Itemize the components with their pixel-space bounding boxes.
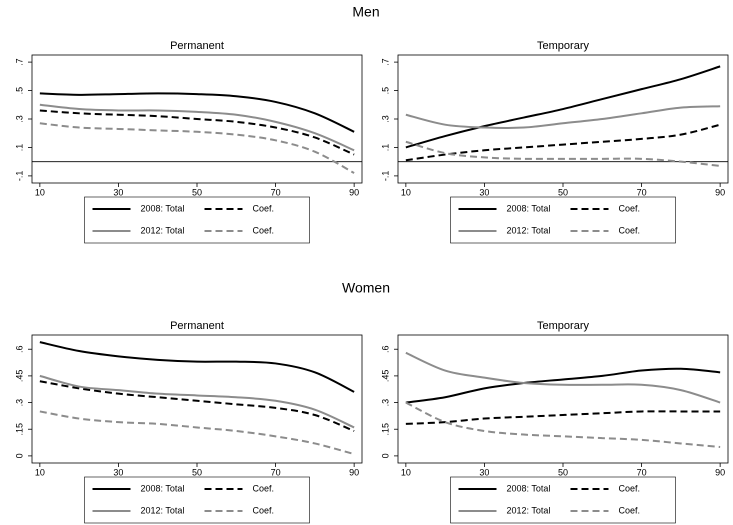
x-tick-label: 50 xyxy=(558,187,568,197)
series-line xyxy=(39,341,355,393)
x-tick-label: 10 xyxy=(401,187,411,197)
legend-box xyxy=(450,196,676,244)
y-tick-label: .6 xyxy=(14,345,24,353)
panel-title: Permanent xyxy=(170,40,224,52)
x-tick-label: 50 xyxy=(192,467,202,477)
y-tick-label: .3 xyxy=(380,115,390,123)
y-tick-label: .45 xyxy=(14,370,24,383)
legend-label: Coef. xyxy=(253,505,275,515)
plot-frame xyxy=(397,334,729,464)
series-line xyxy=(39,109,355,156)
legend-label: Coef. xyxy=(619,483,641,493)
y-tick-label: .7 xyxy=(380,58,390,66)
y-tick-label: .3 xyxy=(14,115,24,123)
legend-label: 2012: Total xyxy=(141,505,185,515)
legend-box xyxy=(84,476,310,524)
legend-label: 2008: Total xyxy=(507,483,551,493)
plot-frame xyxy=(31,334,363,464)
y-tick-label: .3 xyxy=(380,399,390,407)
series-line xyxy=(39,410,355,456)
x-tick-label: 10 xyxy=(35,187,45,197)
legend-label: 2012: Total xyxy=(507,225,551,235)
legend-label: Coef. xyxy=(619,505,641,515)
panel-title: Temporary xyxy=(537,40,589,52)
y-tick-label: .5 xyxy=(14,87,24,95)
series-line xyxy=(405,351,721,404)
series-line xyxy=(39,374,355,429)
x-tick-label: 90 xyxy=(349,187,359,197)
legend-box xyxy=(84,196,310,244)
x-tick-label: 30 xyxy=(479,187,489,197)
y-tick-label: -.1 xyxy=(14,171,24,182)
y-tick-label: .3 xyxy=(14,399,24,407)
y-tick-label: -.1 xyxy=(380,171,390,182)
legend-label: 2008: Total xyxy=(507,203,551,213)
x-tick-label: 70 xyxy=(637,467,647,477)
section-title: Women xyxy=(342,280,390,296)
legend-label: 2008: Total xyxy=(141,203,185,213)
x-tick-label: 10 xyxy=(401,467,411,477)
legend-label: Coef. xyxy=(253,225,275,235)
y-tick-label: .7 xyxy=(14,58,24,66)
legend-label: 2012: Total xyxy=(141,225,185,235)
legend-label: Coef. xyxy=(619,225,641,235)
series-line xyxy=(405,410,721,425)
x-tick-label: 10 xyxy=(35,467,45,477)
series-line xyxy=(405,123,721,162)
y-tick-label: .6 xyxy=(380,345,390,353)
series-line xyxy=(405,105,721,129)
legend-label: Coef. xyxy=(253,483,275,493)
panel-title: Temporary xyxy=(537,320,589,332)
x-tick-label: 50 xyxy=(192,187,202,197)
x-tick-label: 70 xyxy=(271,187,281,197)
y-tick-label: .5 xyxy=(380,87,390,95)
series-line xyxy=(39,122,355,174)
x-tick-label: 30 xyxy=(479,467,489,477)
y-tick-label: .15 xyxy=(380,423,390,436)
x-tick-label: 90 xyxy=(715,187,725,197)
y-tick-label: 0 xyxy=(14,453,24,458)
plot-frame xyxy=(397,54,729,184)
y-tick-label: .1 xyxy=(380,144,390,152)
x-tick-label: 70 xyxy=(271,467,281,477)
series-line xyxy=(405,65,721,149)
series-line xyxy=(405,140,721,167)
x-tick-label: 70 xyxy=(637,187,647,197)
x-tick-label: 50 xyxy=(558,467,568,477)
x-tick-label: 30 xyxy=(113,187,123,197)
y-tick-label: .15 xyxy=(14,423,24,436)
series-line xyxy=(39,380,355,432)
x-tick-label: 90 xyxy=(349,467,359,477)
legend-label: 2012: Total xyxy=(507,505,551,515)
x-tick-label: 90 xyxy=(715,467,725,477)
y-tick-label: .45 xyxy=(380,370,390,383)
series-line xyxy=(39,92,355,133)
y-tick-label: 0 xyxy=(380,453,390,458)
y-tick-label: .1 xyxy=(14,144,24,152)
x-tick-label: 30 xyxy=(113,467,123,477)
legend-label: 2008: Total xyxy=(141,483,185,493)
legend-label: Coef. xyxy=(619,203,641,213)
panel-title: Permanent xyxy=(170,320,224,332)
section-title: Men xyxy=(352,4,379,20)
series-line xyxy=(405,401,721,448)
legend-label: Coef. xyxy=(253,203,275,213)
series-line xyxy=(39,103,355,152)
legend-box xyxy=(450,476,676,524)
series-line xyxy=(405,367,721,404)
